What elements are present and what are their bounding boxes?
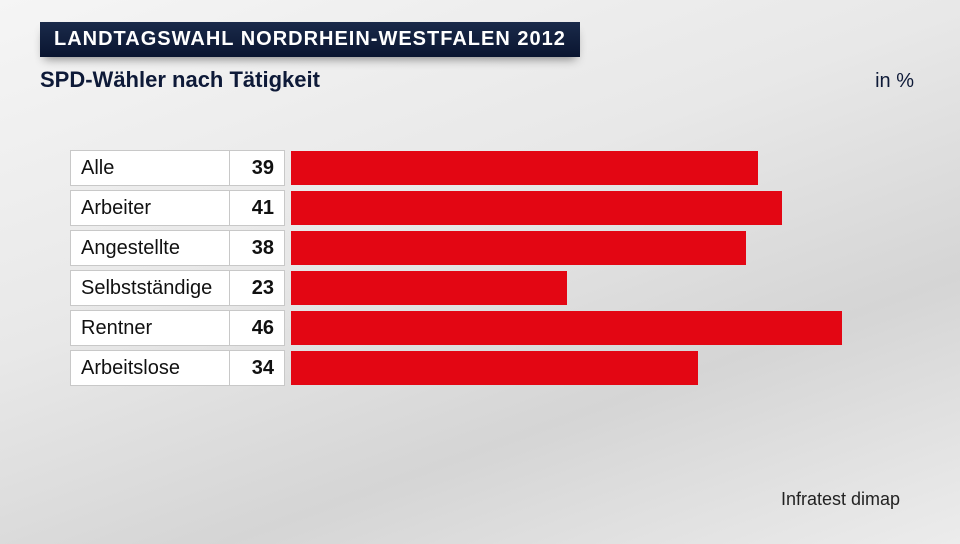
bar-track <box>291 350 890 386</box>
bar <box>291 231 746 265</box>
subtitle: SPD-Wähler nach Tätigkeit <box>40 67 320 93</box>
chart-row: Arbeiter41 <box>70 190 890 226</box>
row-label: Angestellte <box>70 230 230 266</box>
bar-track <box>291 230 890 266</box>
row-label: Selbstständige <box>70 270 230 306</box>
bar-track <box>291 150 890 186</box>
bar <box>291 311 842 345</box>
chart-row: Angestellte38 <box>70 230 890 266</box>
row-label: Arbeiter <box>70 190 230 226</box>
bar-track <box>291 190 890 226</box>
subhead-row: SPD-Wähler nach Tätigkeit in % <box>40 67 920 93</box>
bar <box>291 271 567 305</box>
chart-row: Alle39 <box>70 150 890 186</box>
bar-track <box>291 270 890 306</box>
source-credit: Infratest dimap <box>781 489 900 510</box>
chart-row: Selbstständige23 <box>70 270 890 306</box>
chart-row: Arbeitslose34 <box>70 350 890 386</box>
bar <box>291 351 698 385</box>
row-value: 46 <box>230 310 285 346</box>
row-value: 38 <box>230 230 285 266</box>
bar <box>291 151 758 185</box>
row-label: Alle <box>70 150 230 186</box>
chart-row: Rentner46 <box>70 310 890 346</box>
row-value: 34 <box>230 350 285 386</box>
bar <box>291 191 782 225</box>
row-label: Rentner <box>70 310 230 346</box>
unit-label: in % <box>875 70 914 93</box>
row-label: Arbeitslose <box>70 350 230 386</box>
page: LANDTAGSWAHL NORDRHEIN-WESTFALEN 2012 SP… <box>0 0 960 544</box>
row-value: 39 <box>230 150 285 186</box>
title-banner: LANDTAGSWAHL NORDRHEIN-WESTFALEN 2012 <box>40 22 580 57</box>
row-value: 23 <box>230 270 285 306</box>
header: LANDTAGSWAHL NORDRHEIN-WESTFALEN 2012 SP… <box>40 22 920 93</box>
bar-chart: Alle39Arbeiter41Angestellte38Selbstständ… <box>70 150 890 390</box>
row-value: 41 <box>230 190 285 226</box>
bar-track <box>291 310 890 346</box>
